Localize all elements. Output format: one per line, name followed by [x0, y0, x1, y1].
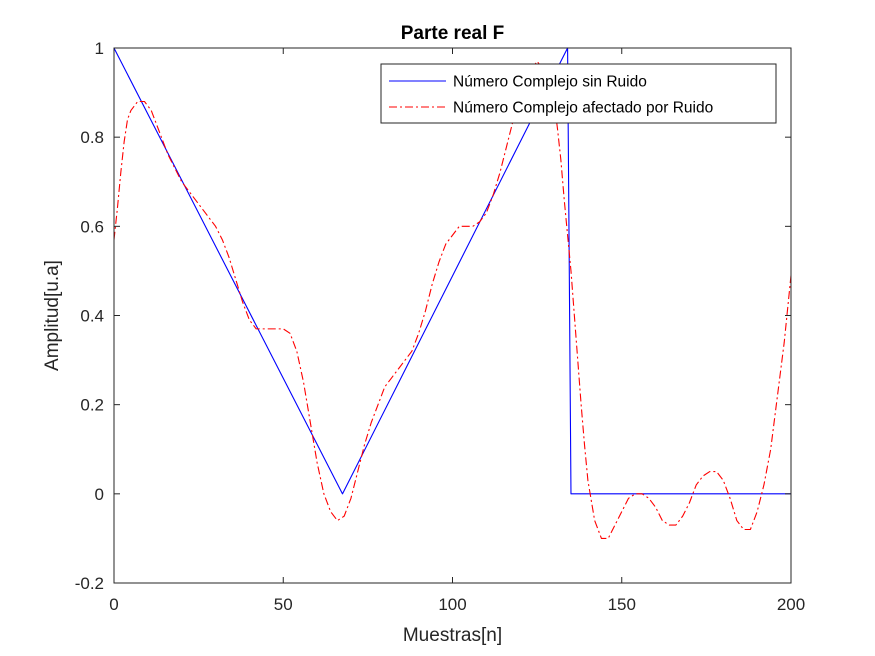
tick-layer: 0 50 100 150 200 -0.2 0 0.2 0.4 0.6 0.8 1 — [75, 39, 805, 614]
y-tick-label: 0.2 — [80, 396, 104, 415]
y-tick-label: 0.6 — [80, 217, 104, 236]
x-tick-label: 100 — [438, 595, 466, 614]
x-tick-label: 0 — [109, 595, 118, 614]
x-tick-label: 50 — [274, 595, 293, 614]
y-tick-label: 0 — [95, 485, 104, 504]
x-axis-label: Muestras[n] — [403, 625, 502, 646]
series-line-con-ruido — [114, 60, 791, 539]
legend: Número Complejo sin Ruido Número Complej… — [380, 63, 777, 124]
y-tick-label: 0.8 — [80, 128, 104, 147]
legend-box — [380, 63, 777, 124]
chart-title: Parte real F — [401, 23, 505, 44]
legend-entry-sin-ruido: Número Complejo sin Ruido — [453, 74, 647, 91]
y-axis-label: Amplitud[u.a] — [42, 260, 63, 371]
y-tick-label: 1 — [95, 39, 104, 58]
y-tick-label: 0.4 — [80, 307, 104, 326]
x-tick-label: 200 — [777, 595, 805, 614]
legend-entry-con-ruido: Número Complejo afectado por Ruido — [453, 100, 713, 117]
y-tick-label: -0.2 — [75, 574, 104, 593]
x-tick-label: 150 — [608, 595, 636, 614]
